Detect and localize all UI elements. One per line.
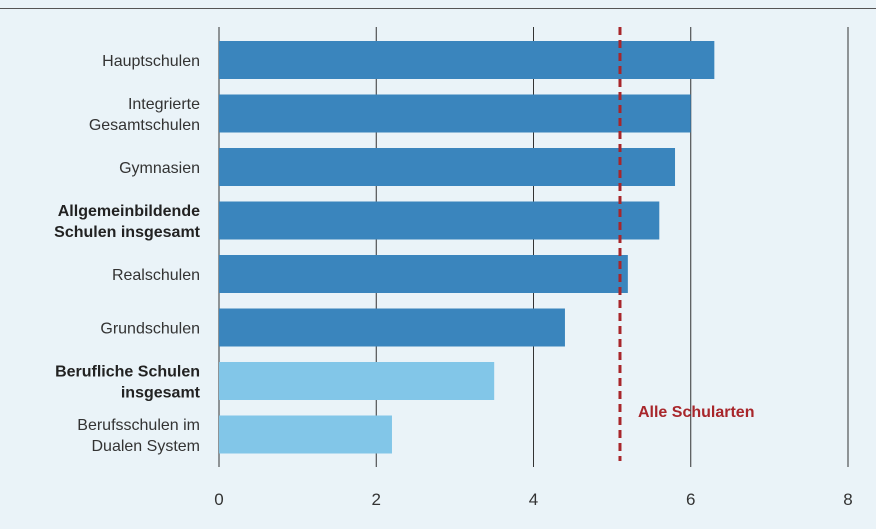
reference-line-label: Alle Schularten <box>638 404 754 421</box>
category-label: Berufliche Schulen <box>55 364 200 381</box>
category-label: Schulen insgesamt <box>54 224 200 241</box>
category-label: Grundschulen <box>100 321 200 338</box>
category-label: Gesamtschulen <box>89 117 200 134</box>
x-tick-label: 0 <box>214 490 223 509</box>
category-label: Berufsschulen im <box>77 417 200 434</box>
bar <box>219 362 495 400</box>
x-axis-ticks: 0 2 4 6 8 <box>214 490 852 509</box>
bar <box>219 255 628 293</box>
top-rule <box>0 8 876 9</box>
x-tick-label: 6 <box>686 490 695 509</box>
x-tick-label: 2 <box>372 490 381 509</box>
category-label: Realschulen <box>112 267 200 284</box>
category-labels: Hauptschulen Integrierte Gesamtschulen Gymn… <box>54 53 201 455</box>
bar <box>219 308 565 347</box>
bar <box>219 94 691 133</box>
category-label: Integrierte <box>128 96 200 113</box>
bar <box>219 41 715 79</box>
bars <box>219 41 715 454</box>
bar <box>219 201 660 240</box>
bar <box>219 415 392 454</box>
category-label: Gymnasien <box>119 160 200 177</box>
bar <box>219 148 676 186</box>
category-label: insgesamt <box>121 385 201 402</box>
reference-line-group: Alle Schularten <box>618 27 754 461</box>
category-label: Hauptschulen <box>102 53 200 70</box>
category-label: Allgemeinbildende <box>58 203 200 220</box>
grid-lines <box>218 27 849 467</box>
x-tick-label: 8 <box>843 490 852 509</box>
category-label: Dualen System <box>92 438 201 455</box>
x-tick-label: 4 <box>529 490 538 509</box>
